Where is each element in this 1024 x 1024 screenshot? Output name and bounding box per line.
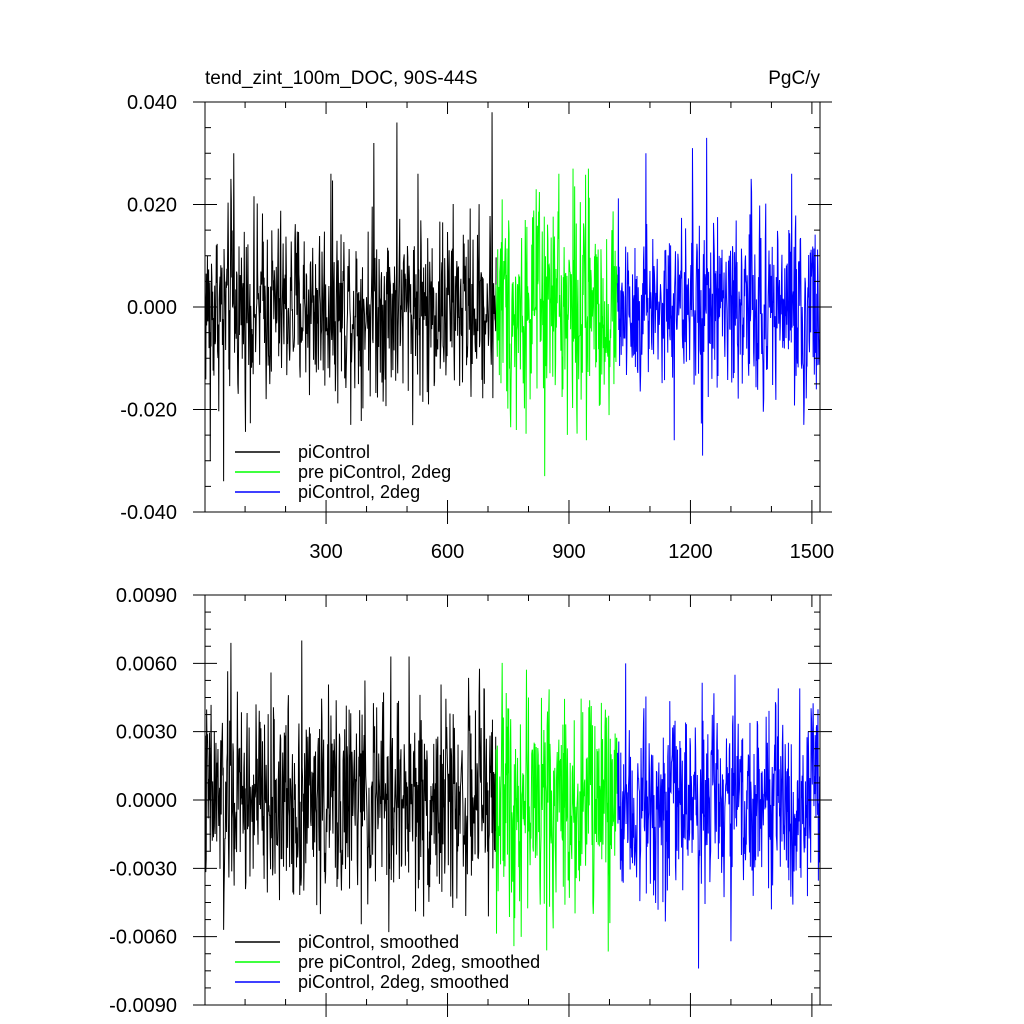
y-tick-label: -0.040 bbox=[120, 502, 177, 524]
series-line-1 bbox=[204, 640, 497, 933]
top-tick-labels: 300 600 900 1200 1500 -0.040 -0.020 0.000 0.020 0… bbox=[120, 92, 834, 563]
units-label: PgC/y bbox=[768, 68, 820, 89]
legend-label: piControl, 2deg, smoothed bbox=[298, 972, 509, 992]
bottom-plot-frame bbox=[204, 594, 821, 1006]
series-line-2 bbox=[495, 662, 619, 952]
y-tick-label: -0.0090 bbox=[109, 995, 177, 1017]
top-plot-frame bbox=[204, 101, 821, 513]
series-line-3 bbox=[617, 663, 821, 969]
x-tick-label: 900 bbox=[552, 541, 585, 563]
y-tick-label: 0.020 bbox=[127, 195, 177, 217]
legend-label: piControl, smoothed bbox=[298, 932, 459, 952]
legend-label: piControl, 2deg bbox=[298, 482, 420, 502]
y-tick-label: 0.040 bbox=[127, 92, 177, 114]
y-tick-label: 0.0060 bbox=[116, 653, 177, 675]
y-tick-label: 0.0030 bbox=[116, 722, 177, 744]
y-tick-label: -0.0030 bbox=[109, 858, 177, 880]
x-tick-label: 600 bbox=[431, 541, 464, 563]
y-tick-label: 0.000 bbox=[127, 297, 177, 319]
top-ticks bbox=[193, 101, 832, 524]
series-line-1 bbox=[204, 112, 497, 482]
y-tick-label: 0.0000 bbox=[116, 790, 177, 812]
legend-label: piControl bbox=[298, 442, 370, 462]
x-tick-label: 300 bbox=[309, 541, 342, 563]
series-line-2 bbox=[495, 168, 619, 477]
chart-title: tend_zint_100m_DOC, 90S-44S bbox=[205, 68, 478, 89]
top-plot-lines bbox=[204, 112, 821, 482]
bottom-plot-lines bbox=[204, 640, 821, 969]
x-tick-label: 1500 bbox=[790, 541, 835, 563]
y-tick-label: -0.0060 bbox=[109, 927, 177, 949]
y-tick-label: 0.0090 bbox=[116, 585, 177, 607]
y-tick-label: -0.020 bbox=[120, 400, 177, 422]
top-panel: tend_zint_100m_DOC, 90S-44S PgC/y 300 600… bbox=[120, 68, 834, 563]
legend-label: pre piControl, 2deg, smoothed bbox=[298, 952, 540, 972]
legend-label: pre piControl, 2deg bbox=[298, 462, 451, 482]
bottom-ticks bbox=[193, 594, 832, 1017]
bottom-tick-labels: -0.0090 -0.0060 -0.0030 0.0000 0.0030 0.0060 0… bbox=[109, 585, 177, 1017]
x-tick-label: 1200 bbox=[668, 541, 713, 563]
series-line-3 bbox=[617, 137, 821, 456]
bottom-panel: -0.0090 -0.0060 -0.0030 0.0000 0.0030 0.0060 0… bbox=[109, 585, 832, 1017]
